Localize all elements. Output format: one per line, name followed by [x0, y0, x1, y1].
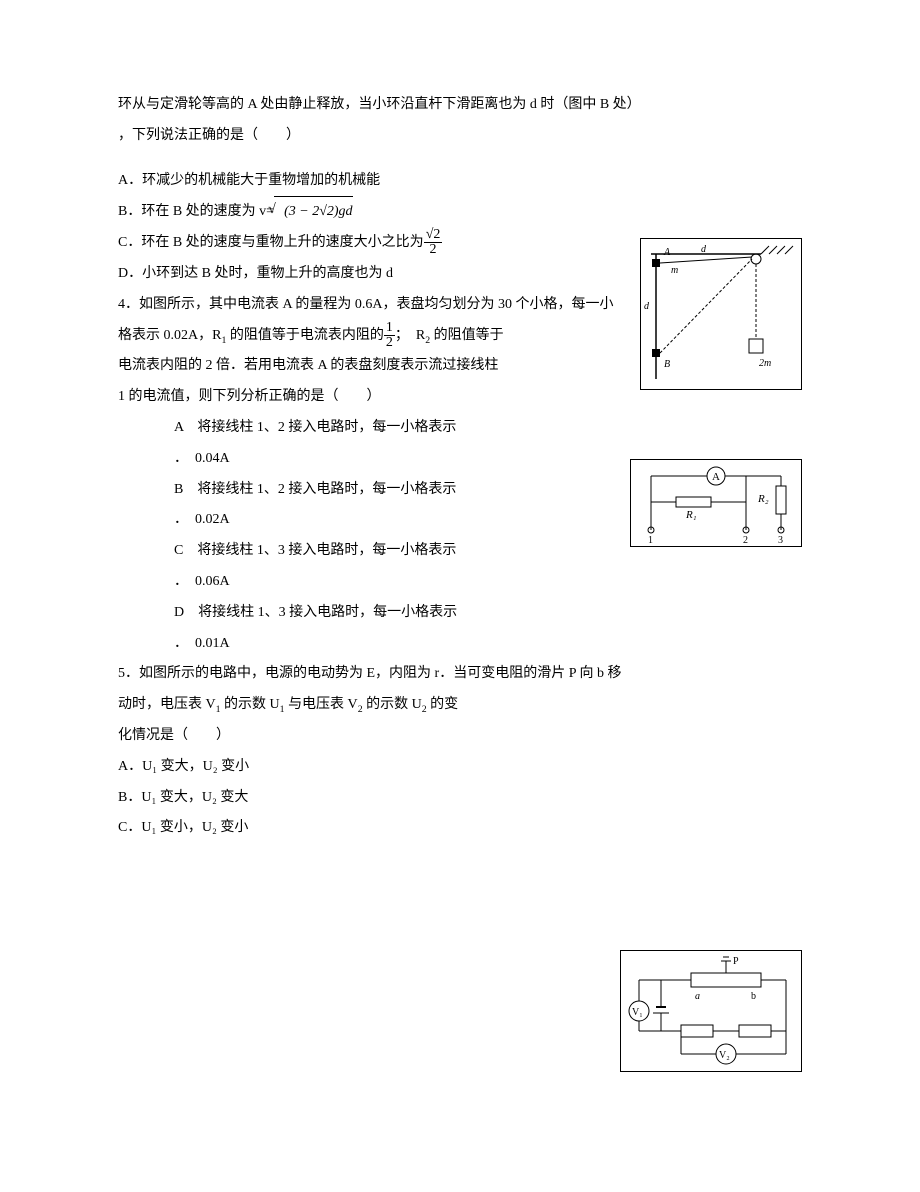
q4-opt-d-line1: D 将接线柱 1、3 接入电路时，每一小格表示	[118, 598, 802, 629]
dot: ．	[174, 574, 181, 589]
label-P: P	[733, 956, 739, 967]
q3-option-b: B．环在 B 处的速度为 v=(3 − 2√2)gd	[118, 196, 802, 228]
q3-diagram-svg: 2m A m B d d	[641, 239, 801, 389]
q4-text1b-post: 的阻值等于电流表内阻的	[226, 328, 384, 343]
label-r2: R₂	[757, 493, 769, 505]
q4-text1a: 如图所示，其中电流表 A 的量程为 0.6A，表盘均匀划分为 30 个小格，每一…	[139, 297, 613, 312]
label-a: a	[695, 991, 700, 1002]
label-t2: 2	[743, 535, 748, 546]
label-A: A	[663, 247, 671, 258]
blank-line	[118, 152, 802, 166]
label-r1: R₁	[685, 509, 697, 521]
q3-c-prefix: C．环在 B 处的速度与重物上升的速度大小之比为	[118, 235, 424, 250]
q5-figure: P a b V₁ V₂	[620, 950, 802, 1072]
label-t1: 1	[648, 535, 653, 546]
q4-b-label: B	[174, 482, 183, 497]
label-b: b	[751, 991, 756, 1002]
label-v1: V₁	[632, 1007, 643, 1018]
q4-c-label: C	[174, 543, 183, 558]
q4-a-label: A	[174, 420, 183, 435]
q4-opt-a-line1: A 将接线柱 1、2 接入电路时，每一小格表示	[118, 413, 802, 444]
q5-line3: 化情况是（ ）	[118, 721, 802, 752]
q4-b-text: 将接线柱 1、2 接入电路时，每一小格表示	[197, 482, 456, 497]
q5-option-a: A．U₁ 变大，U₂ 变小	[118, 752, 802, 783]
q4-a-text: 将接线柱 1、2 接入电路时，每一小格表示	[197, 420, 456, 435]
q5-line2: 动时，电压表 V1 的示数 U1 与电压表 V2 的示数 U2 的变	[118, 690, 802, 721]
page-container: 环从与定滑轮等高的 A 处由静止释放，当小环沿直杆下滑距离也为 d 时（图中 B…	[0, 0, 920, 1192]
dot: ．	[174, 636, 181, 651]
q4-d-text: 将接线柱 1、3 接入电路时，每一小格表示	[198, 605, 457, 620]
q4-text1b-pre: 格表示 0.02A，R	[118, 328, 221, 343]
dot: ．	[174, 512, 181, 527]
q4-frac: 12	[384, 321, 395, 350]
q4-c-text: 将接线柱 1、3 接入电路时，每一小格表示	[197, 543, 456, 558]
q4-d-label: D	[174, 605, 184, 620]
q4-number: 4．	[118, 297, 139, 312]
label-m: m	[671, 265, 678, 276]
q4-c-val: 0.06A	[195, 574, 230, 589]
q4-circuit-svg: A R₁ R₂ 1 2 3	[631, 460, 801, 546]
q5-circuit-svg: P a b V₁ V₂	[621, 951, 801, 1071]
q5-option-c: C．U₁ 变小，U₂ 变小	[118, 813, 802, 844]
q4-opt-d-line2: ． 0.01A	[118, 629, 802, 660]
label-d-left: d	[644, 301, 650, 312]
q4-figure: A R₁ R₂ 1 2 3	[630, 459, 802, 547]
q3-figure: 2m A m B d d	[640, 238, 802, 390]
q4-text1d: 的阻值等于	[430, 328, 504, 343]
sqrt-expr: (3 − 2√2)gd	[274, 196, 352, 228]
dot: ．	[174, 451, 181, 466]
q4-d-val: 0.01A	[195, 636, 230, 651]
label-v2: V₂	[719, 1050, 730, 1061]
q5-option-b: B．U₁ 变大，U₂ 变大	[118, 783, 802, 814]
q5-line1: 5．如图所示的电路中，电源的电动势为 E，内阻为 r．当可变电阻的滑片 P 向 …	[118, 659, 802, 690]
label-B: B	[664, 359, 670, 370]
label-2m: 2m	[759, 358, 771, 369]
q4-b-val: 0.02A	[195, 512, 230, 527]
q3-intro-line1: 环从与定滑轮等高的 A 处由静止释放，当小环沿直杆下滑距离也为 d 时（图中 B…	[118, 90, 802, 121]
q5-text1: 如图所示的电路中，电源的电动势为 E，内阻为 r．当可变电阻的滑片 P 向 b …	[139, 666, 621, 681]
q3-intro-line2: ，下列说法正确的是（ ）	[118, 121, 802, 152]
label-ammeter: A	[712, 471, 720, 483]
q3-b-formula: (3 − 2√2)gd	[274, 204, 352, 219]
q4-a-val: 0.04A	[195, 451, 230, 466]
q3-b-prefix: B．环在 B 处的速度为 v=	[118, 204, 274, 219]
label-t3: 3	[778, 535, 783, 546]
q3-option-a: A．环减少的机械能大于重物增加的机械能	[118, 166, 802, 197]
q5-number: 5．	[118, 666, 139, 681]
q4-opt-c-line2: ． 0.06A	[118, 567, 802, 598]
q3-c-frac: √22	[424, 228, 443, 257]
q4-text1c: ； R	[395, 328, 425, 343]
